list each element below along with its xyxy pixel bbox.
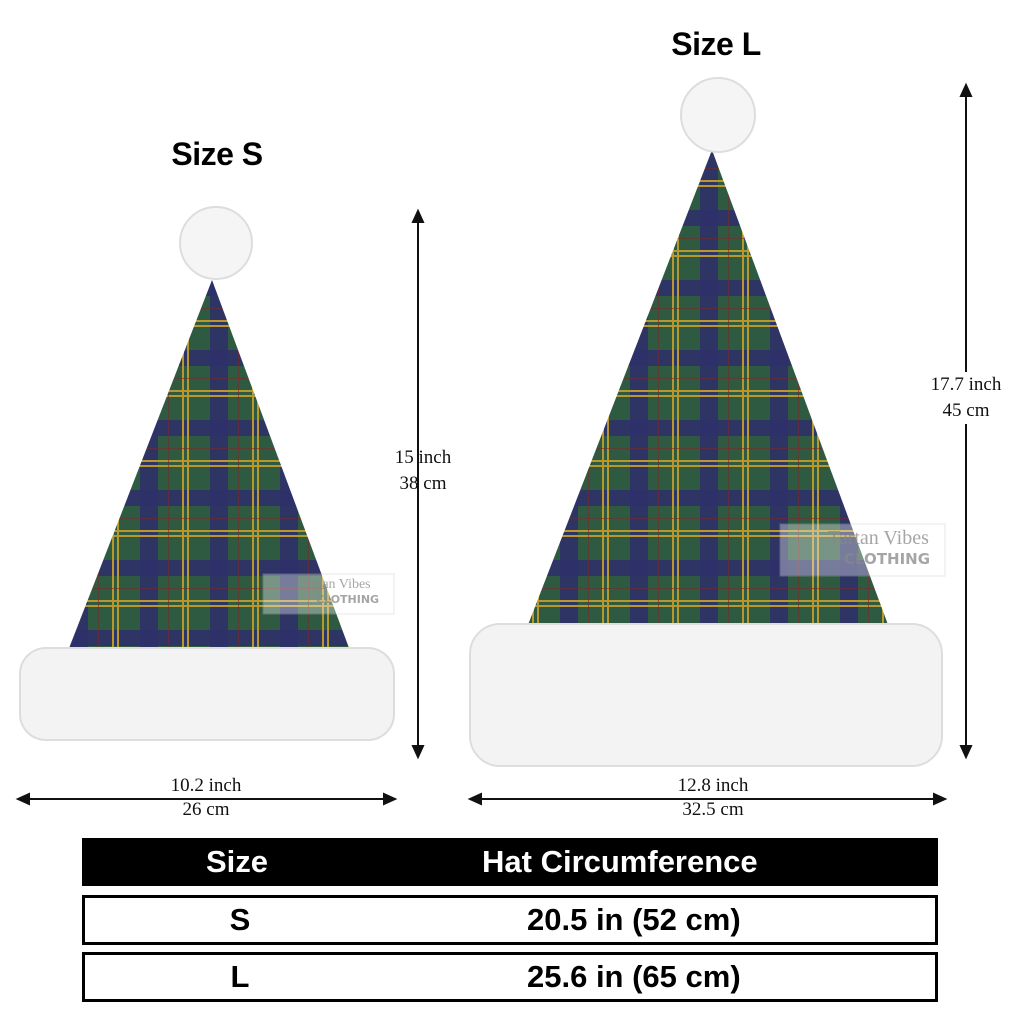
small-height-label: 15 inch 38 cm [395,445,451,497]
large-width-cm: 32.5 cm [682,799,744,820]
watermark-brand: Tartan Vibes [300,577,371,592]
row-circumference: 20.5 in (52 cm) [527,902,741,937]
header-circumference: Hat Circumference [482,844,758,879]
table-row: L 25.6 in (65 cm) [82,952,938,1002]
watermark-brand: Tartan Vibes [828,527,929,549]
row-size: S [229,902,251,937]
size-table-header: Size Hat Circumference [82,838,938,886]
large-height-cm: 45 cm [942,400,990,421]
large-hat-pompom [680,77,756,153]
large-width-label: 12.8 inch 32.5 cm [678,774,749,822]
large-hat-fur-trim [469,623,943,767]
watermark-large: Tartan Vibes CLOTHING [828,527,930,568]
small-height-cm: 38 cm [399,473,447,494]
table-row: S 20.5 in (52 cm) [82,895,938,945]
large-height-label: 17.7 inch 45 cm [930,372,1002,424]
small-height-inch: 15 inch [394,447,452,468]
watermark-sub: CLOTHING [844,550,931,568]
large-hat-body [526,150,890,630]
small-hat-fur-trim [19,647,395,741]
size-s-title: Size S [171,136,263,172]
large-height-inch: 17.7 inch [930,374,1002,395]
row-circumference: 25.6 in (65 cm) [527,959,741,994]
small-width-inch: 10.2 inch [170,775,242,796]
small-hat-pompom [179,206,253,280]
row-size: L [230,959,250,994]
small-width-cm: 26 cm [182,799,230,820]
size-l-title: Size L [671,26,761,62]
watermark-sub: CLOTHING [316,593,380,606]
watermark-small: Tartan Vibes CLOTHING [300,577,379,606]
small-width-label: 10.2 inch 26 cm [171,774,242,822]
header-size: Size [205,844,269,879]
small-hat-body [66,280,352,656]
large-width-inch: 12.8 inch [677,775,749,796]
